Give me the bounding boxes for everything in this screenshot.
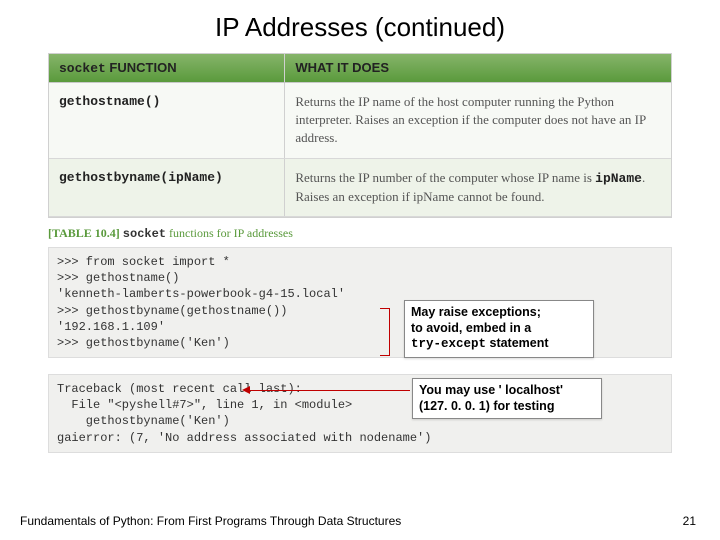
table-caption: [TABLE 10.4] socket functions for IP add… [48, 226, 672, 241]
fn-desc: Returns the IP name of the host computer… [285, 83, 671, 158]
table-header-col1: socket FUNCTION [49, 54, 285, 82]
arrow-head-icon [242, 386, 250, 394]
callout2-line2: (127. 0. 0. 1) for testing [419, 399, 595, 415]
fn-name: gethostbyname(ipName) [49, 159, 285, 216]
table-row: gethostname() Returns the IP name of the… [49, 83, 671, 159]
function-table: socket FUNCTION WHAT IT DOES gethostname… [48, 53, 672, 218]
desc-mono: ipName [595, 171, 642, 186]
slide-footer: Fundamentals of Python: From First Progr… [20, 514, 696, 528]
callout1-rest: statement [486, 336, 549, 350]
code-gap [48, 358, 672, 370]
table-header-col2: WHAT IT DOES [285, 54, 671, 82]
table-row: gethostbyname(ipName) Returns the IP num… [49, 159, 671, 217]
arrow-line-icon [250, 390, 410, 391]
slide-title: IP Addresses (continued) [0, 0, 720, 53]
callout1-mono: try-except [411, 337, 486, 351]
caption-label: [TABLE 10.4] [48, 226, 120, 240]
header-word: FUNCTION [106, 60, 177, 75]
callout1-line3: try-except statement [411, 336, 587, 353]
caption-mono: socket [123, 227, 166, 241]
callout-exceptions: May raise exceptions; to avoid, embed in… [404, 300, 594, 358]
fn-name: gethostname() [49, 83, 285, 158]
footer-left: Fundamentals of Python: From First Progr… [20, 514, 401, 528]
fn-desc: Returns the IP number of the computer wh… [285, 159, 671, 216]
callout-localhost: You may use ' localhost' (127. 0. 0. 1) … [412, 378, 602, 419]
bracket-icon [380, 308, 390, 356]
caption-rest: functions for IP addresses [166, 226, 293, 240]
footer-page-number: 21 [683, 514, 696, 528]
callout1-line1: May raise exceptions; [411, 305, 587, 321]
callout2-line1: You may use ' localhost' [419, 383, 595, 399]
table-header-row: socket FUNCTION WHAT IT DOES [49, 54, 671, 83]
desc-prefix: Returns the IP number of the computer wh… [295, 170, 595, 185]
callout1-line2: to avoid, embed in a [411, 321, 587, 337]
header-mono: socket [59, 61, 106, 76]
